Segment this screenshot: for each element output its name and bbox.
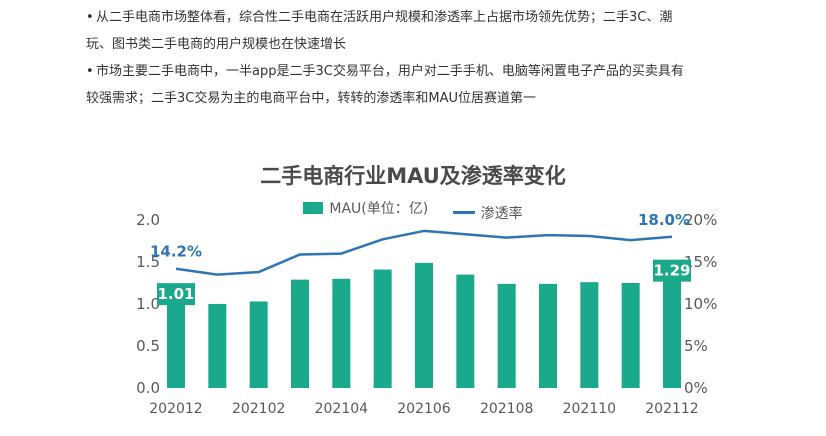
bar — [208, 304, 227, 388]
left-axis-tick: 1.5 — [136, 253, 160, 271]
bullet-2-line-2: 较强需求；二手3C交易为主的电商平台中，转转的渗透率和MAU位居赛道第一 — [86, 91, 536, 106]
line-label-last: 18.0% — [638, 211, 690, 229]
summary-bullets: 从二手电商市场整体看，综合性二手电商在活跃用户规模和渗透率上占据市场领先优势；二… — [86, 4, 786, 112]
legend-swatch-line — [452, 211, 475, 214]
right-axis-tick: 10% — [684, 295, 717, 313]
bullet-1-line-1: 从二手电商市场整体看，综合性二手电商在活跃用户规模和渗透率上占据市场领先优势；二… — [96, 10, 673, 25]
right-axis-tick: 15% — [684, 253, 717, 271]
x-axis-tick: 202104 — [315, 401, 369, 417]
bullet-1-line-2: 玩、图书类二手电商的用户规模也在快速增长 — [86, 37, 347, 52]
left-axis-tick: 2.0 — [136, 211, 160, 229]
right-axis-tick: 20% — [684, 211, 717, 229]
right-axis-tick: 5% — [684, 337, 708, 355]
bar — [291, 279, 309, 388]
left-axis-tick: 1.0 — [136, 295, 160, 313]
bar — [580, 282, 599, 388]
bullet-1: 从二手电商市场整体看，综合性二手电商在活跃用户规模和渗透率上占据市场领先优势；二… — [86, 4, 786, 58]
bar-label-last-bg — [653, 259, 691, 282]
legend-item-mau: MAU(单位：亿) — [303, 198, 428, 218]
left-axis-tick: 0.0 — [136, 379, 160, 397]
penetration-line — [175, 229, 673, 276]
x-axis-tick: 202110 — [563, 401, 616, 417]
x-axis-tick: 202108 — [480, 401, 533, 417]
bar — [497, 283, 516, 388]
bullet-2: 市场主要二手电商中，一半app是二手3C交易平台，用户对二手手机、电脑等闲置电子… — [86, 58, 786, 112]
bar-label-first-bg — [157, 283, 195, 306]
line-label-first: 14.2% — [150, 243, 202, 261]
legend-label-penetration: 渗透率 — [480, 205, 523, 222]
x-axis-tick: 202012 — [149, 401, 202, 417]
bar-label-last: 1.29 — [653, 262, 690, 280]
bar — [621, 283, 640, 388]
x-axis-tick: 202102 — [232, 401, 285, 417]
bar — [539, 283, 557, 388]
right-axis-tick: 0% — [684, 379, 708, 397]
bar-label-first: 1.01 — [157, 285, 194, 303]
legend-swatch-bar — [303, 202, 324, 214]
legend-item-penetration: 渗透率 — [452, 203, 523, 223]
x-axis-tick: 202112 — [645, 401, 698, 417]
legend-label-mau: MAU(单位：亿) — [329, 201, 429, 217]
x-axis-tick: 202106 — [397, 401, 451, 417]
bar — [663, 279, 681, 388]
bar — [415, 262, 433, 388]
bar — [373, 269, 392, 388]
bullet-2-line-1: 市场主要二手电商中，一半app是二手3C交易平台，用户对二手手机、电脑等闲置电子… — [96, 64, 684, 79]
bar — [167, 303, 185, 388]
bar — [456, 274, 475, 388]
bar — [249, 301, 268, 388]
left-axis-tick: 0.5 — [136, 337, 160, 355]
chart-legend: MAU(单位：亿) 渗透率 — [0, 198, 826, 223]
chart-title: 二手电商行业MAU及渗透率变化 — [260, 164, 566, 188]
bar — [332, 278, 351, 388]
